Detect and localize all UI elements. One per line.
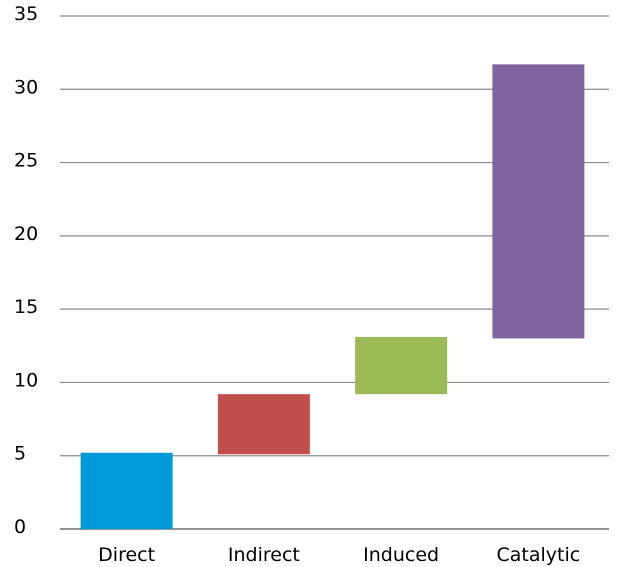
bar-induced (355, 336, 448, 395)
bar-direct (80, 452, 173, 529)
x-tick-label-catalytic: Catalytic (497, 544, 581, 566)
y-tick-label: 25 (14, 150, 38, 172)
y-tick-label: 20 (14, 223, 38, 245)
bar-indirect (217, 394, 310, 455)
bars (80, 64, 585, 529)
x-axis-category-labels: Direct Indirect Induced Catalytic (98, 544, 580, 566)
y-tick-label: 5 (14, 443, 26, 465)
x-tick-label-indirect: Indirect (228, 544, 300, 566)
x-tick-label-induced: Induced (363, 544, 439, 566)
x-tick-label-direct: Direct (98, 544, 155, 566)
bar-catalytic (492, 64, 585, 339)
y-tick-label: 30 (14, 76, 38, 98)
y-tick-label: 15 (14, 296, 38, 318)
y-axis-tick-labels: 0 5 10 15 20 25 30 35 (14, 3, 38, 538)
y-tick-label: 35 (14, 3, 38, 25)
y-tick-label: 0 (14, 516, 26, 538)
y-tick-label: 10 (14, 369, 38, 391)
